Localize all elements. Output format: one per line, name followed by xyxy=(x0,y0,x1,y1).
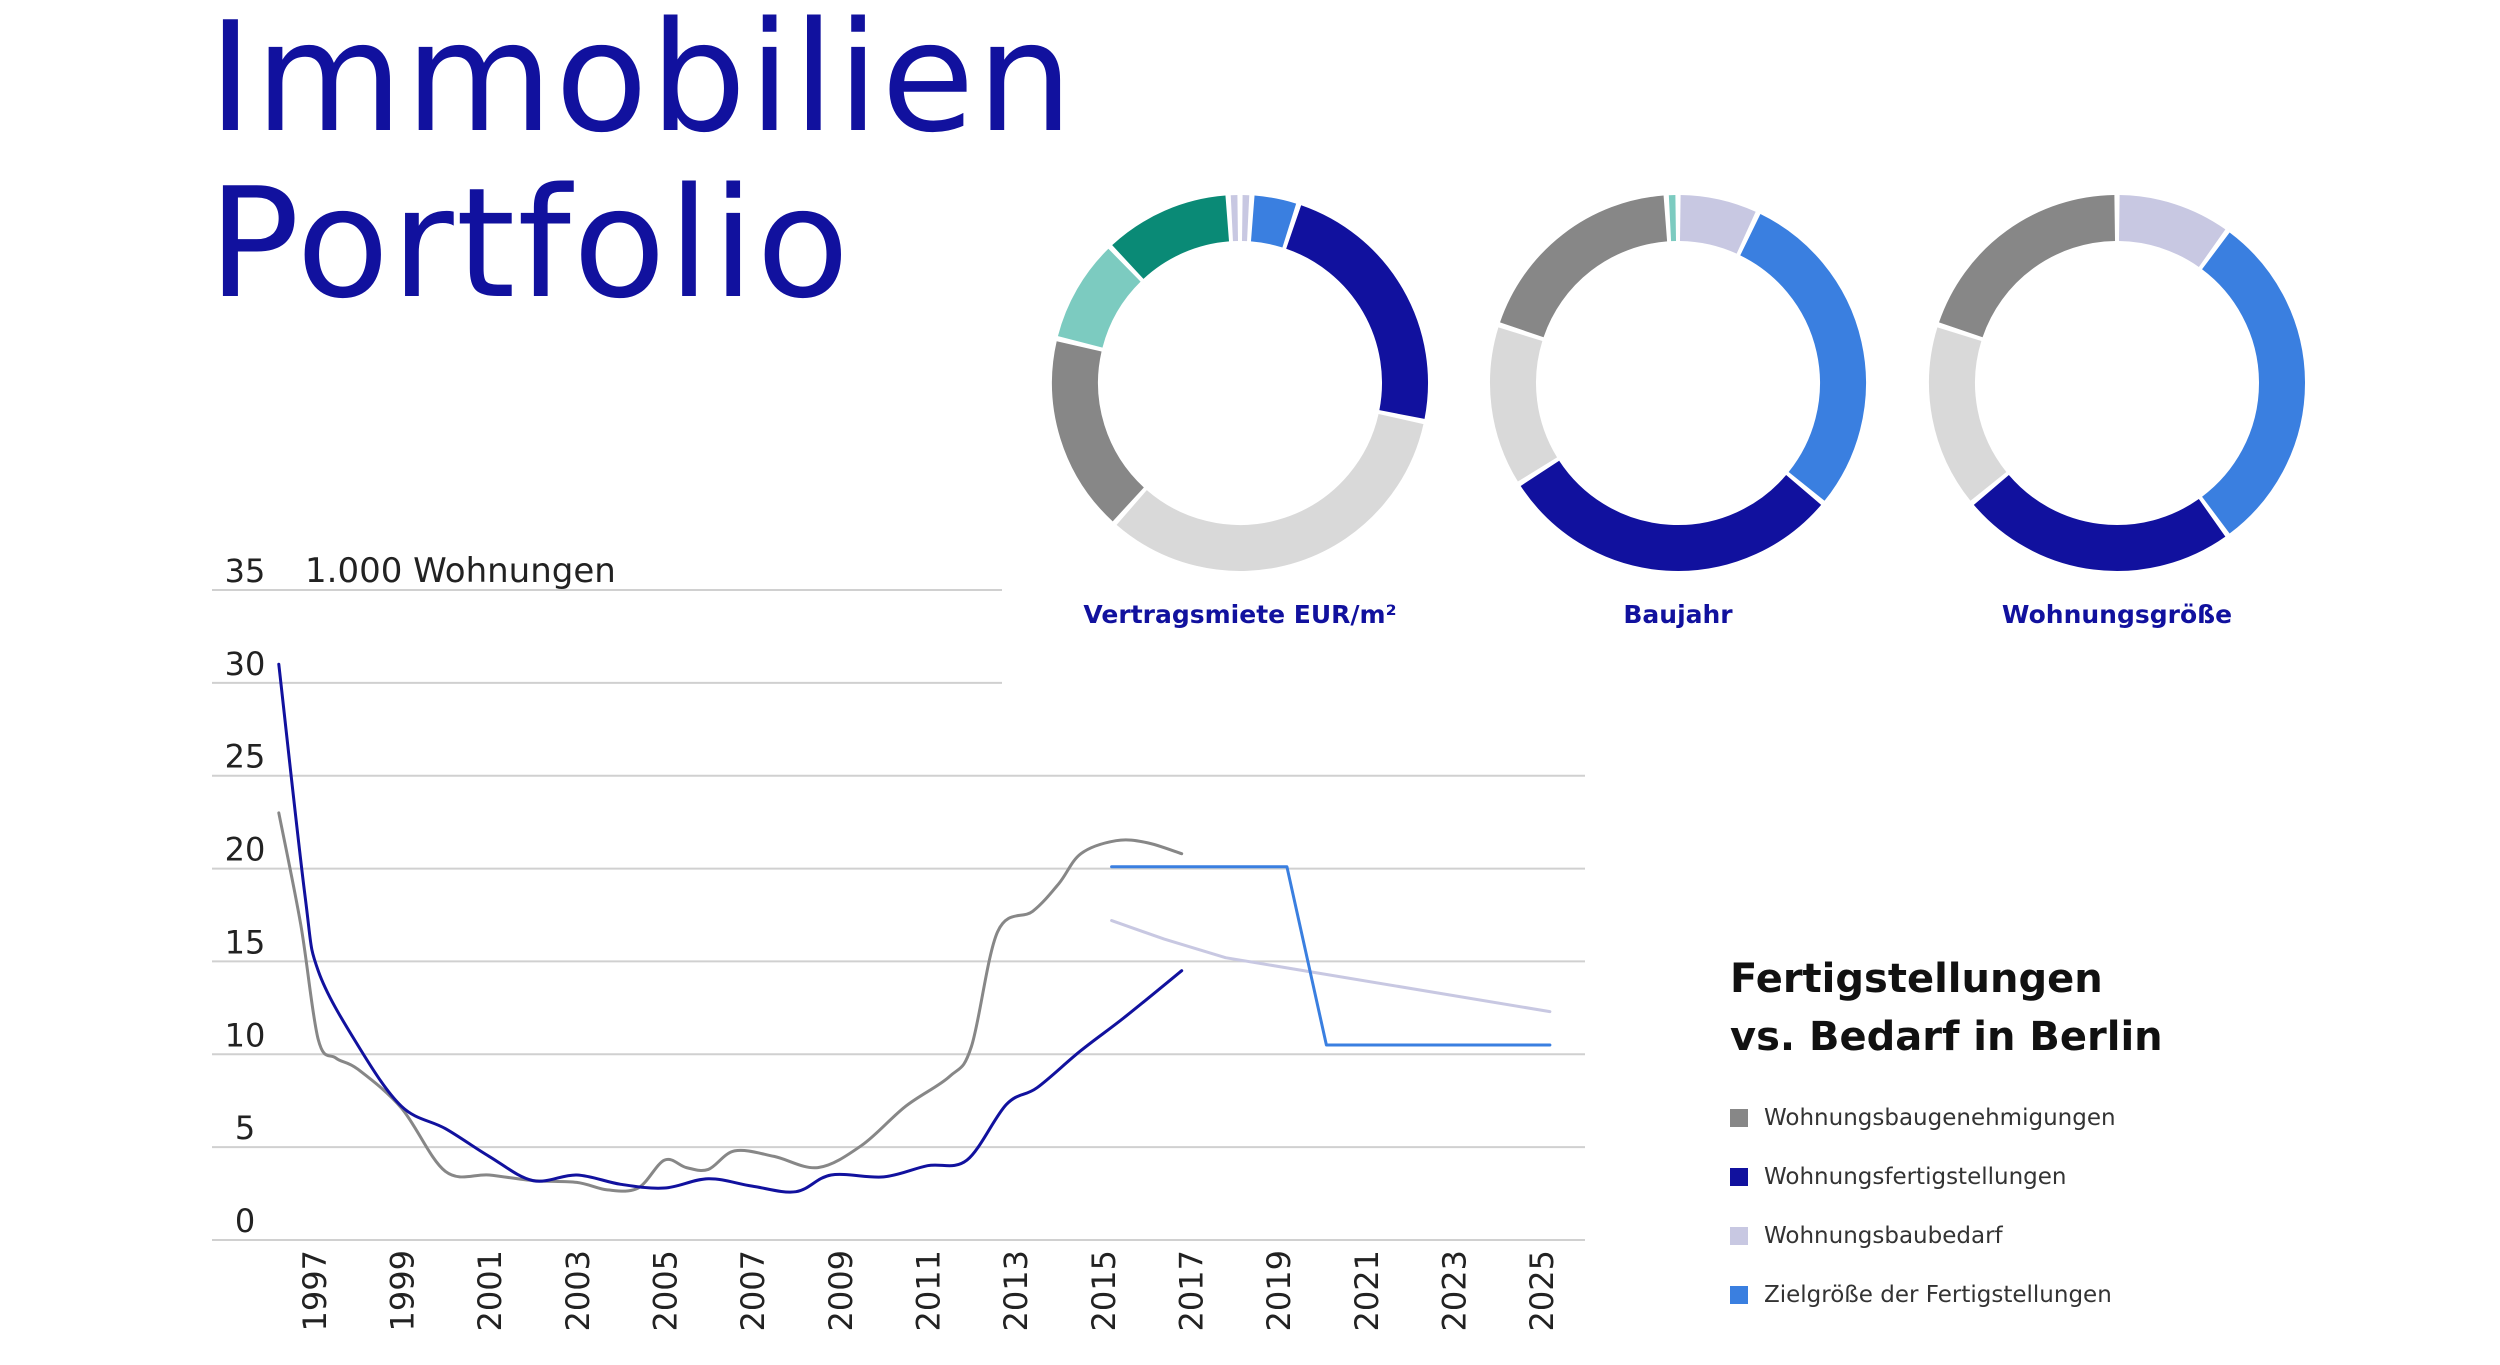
x-tick-label: 2021 xyxy=(1348,1250,1386,1331)
y-tick-label: 15 xyxy=(225,923,266,961)
legend-item-zielgroesse: Zielgröße der Fertigstellungen xyxy=(1730,1280,2116,1310)
x-tick-label: 2019 xyxy=(1260,1250,1298,1331)
y-tick-label: 0 xyxy=(235,1202,255,1240)
donut-slice xyxy=(1973,474,2226,571)
y-tick-label: 30 xyxy=(225,645,266,683)
legend-swatch xyxy=(1730,1168,1748,1186)
x-tick-label: 2011 xyxy=(910,1250,948,1331)
donut-slice xyxy=(1520,460,1822,571)
legend-label: Wohnungsbaubedarf xyxy=(1764,1223,2003,1249)
donut-slice xyxy=(1116,413,1424,571)
legend-item-fertigstellungen: Wohnungsfertigstellungen xyxy=(1730,1162,2116,1192)
legend-title-line-2: vs. Bedarf in Berlin xyxy=(1730,1014,2163,1060)
y-tick-label: 35 xyxy=(225,552,266,590)
legend-title-line-1: Fertigstellungen xyxy=(1730,956,2103,1002)
legend-swatch xyxy=(1730,1227,1748,1245)
page-title-line-2: Portfolio xyxy=(208,155,852,332)
x-tick-label: 1999 xyxy=(384,1250,422,1331)
donut-charts: Vertragsmiete EUR/m² Baujahr Wohnungsgröße xyxy=(1052,195,2305,629)
x-tick-label: 1997 xyxy=(296,1250,334,1331)
donut-slice xyxy=(1490,327,1558,482)
donut-slice xyxy=(1739,214,1866,501)
line-chart-grid xyxy=(212,589,1585,1241)
legend-swatch xyxy=(1730,1286,1748,1304)
x-tick-label: 2025 xyxy=(1523,1250,1561,1331)
donut-slice xyxy=(1500,195,1668,338)
legend-label: Zielgröße der Fertigstellungen xyxy=(1764,1282,2112,1308)
line-chart-legend: Wohnungsbaugenehmigungen Wohnungsfertigs… xyxy=(1730,1103,2116,1339)
donut-chart: Vertragsmiete EUR/m² xyxy=(1052,195,1428,629)
x-tick-label: 2005 xyxy=(647,1250,685,1331)
donut-slice xyxy=(1939,195,2116,338)
series-line xyxy=(1110,865,1552,1047)
donut-label: Vertragsmiete EUR/m² xyxy=(1083,600,1396,629)
donut-slice xyxy=(1285,205,1428,419)
x-tick-label: 2003 xyxy=(559,1250,597,1331)
x-tick-label: 2017 xyxy=(1173,1250,1211,1331)
donut-chart: Wohnungsgröße xyxy=(1929,195,2305,629)
donut-slice xyxy=(1112,195,1230,280)
donut-slice xyxy=(1052,341,1145,522)
donut-label: Wohnungsgröße xyxy=(2002,600,2232,629)
y-tick-label: 5 xyxy=(235,1109,255,1147)
donut-slice xyxy=(2118,195,2226,268)
x-tick-label: 2023 xyxy=(1436,1250,1474,1331)
series-line xyxy=(277,811,1184,1193)
y-tick-label: 10 xyxy=(225,1016,266,1054)
x-tick-label: 2007 xyxy=(734,1250,772,1331)
line-chart-series xyxy=(277,662,1552,1194)
x-tick-label: 2001 xyxy=(471,1250,509,1331)
legend-item-baubedarf: Wohnungsbaubedarf xyxy=(1730,1221,2116,1251)
y-tick-label: 20 xyxy=(225,831,266,869)
y-axis-label: 1.000 Wohnungen xyxy=(305,551,616,591)
legend-label: Wohnungsbaugenehmigungen xyxy=(1764,1105,2116,1131)
donut-slice xyxy=(1679,195,1756,254)
donut-slice xyxy=(1929,327,2007,501)
x-tick-label: 2015 xyxy=(1085,1250,1123,1331)
page-title-line-1: Immobilien xyxy=(208,0,1075,166)
y-tick-label: 25 xyxy=(225,738,266,776)
x-tick-label: 2009 xyxy=(822,1250,860,1331)
legend-title: Fertigstellungen vs. Bedarf in Berlin xyxy=(1730,950,2163,1066)
donut-label: Baujahr xyxy=(1623,600,1733,629)
series-line xyxy=(277,662,1184,1194)
legend-label: Wohnungsfertigstellungen xyxy=(1764,1164,2067,1190)
x-tick-label: 2013 xyxy=(997,1250,1035,1331)
legend-swatch xyxy=(1730,1109,1748,1127)
legend-item-genehmigungen: Wohnungsbaugenehmigungen xyxy=(1730,1103,2116,1133)
donut-chart: Baujahr xyxy=(1490,195,1866,629)
donut-slice xyxy=(1250,195,1297,248)
donut-slice xyxy=(1057,248,1142,349)
donut-slice xyxy=(2201,232,2305,534)
series-line xyxy=(1110,919,1552,1014)
